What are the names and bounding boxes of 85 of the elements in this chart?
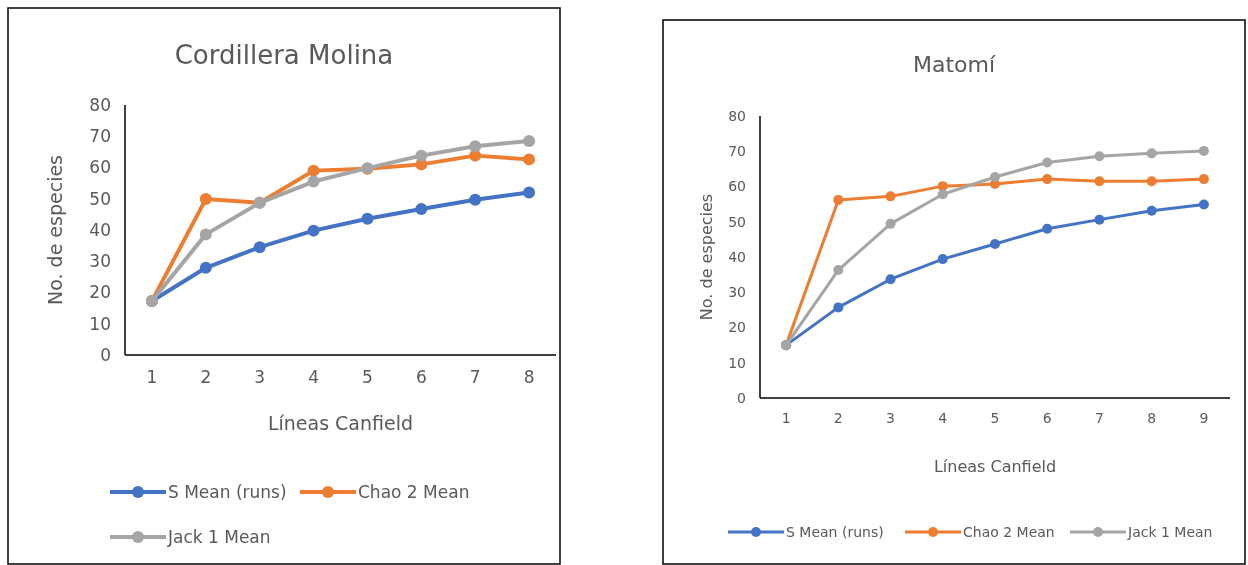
x-axis-title: Líneas Canfield <box>267 412 414 434</box>
x-tick-label: 9 <box>1199 410 1209 427</box>
y-tick-label: 40 <box>728 248 746 265</box>
x-tick-label: 3 <box>886 410 896 427</box>
x-tick-label: 8 <box>1147 410 1157 427</box>
x-tick-label: 8 <box>523 366 535 387</box>
x-tick-label: 2 <box>200 366 212 387</box>
x-tick-label: 6 <box>415 366 427 387</box>
legend-label: Chao 2 Mean <box>358 481 470 502</box>
point <box>885 191 896 202</box>
y-tick-label: 20 <box>89 282 111 303</box>
y-tick-label: 10 <box>89 313 111 334</box>
point <box>253 241 266 254</box>
y-tick-label: 80 <box>728 107 746 124</box>
point <box>937 254 948 265</box>
y-tick-label: 0 <box>737 389 746 406</box>
point <box>1042 157 1053 168</box>
point <box>523 186 536 199</box>
x-tick-label: 2 <box>833 410 843 427</box>
point <box>1146 176 1157 187</box>
x-tick-label: 1 <box>781 410 791 427</box>
y-tick-label: 70 <box>89 126 111 147</box>
x-tick-label: 3 <box>254 366 266 387</box>
point <box>937 181 948 192</box>
y-tick-label: 60 <box>89 157 111 178</box>
x-axis-title: Líneas Canfield <box>933 457 1057 476</box>
y-tick-label: 30 <box>728 284 746 301</box>
point <box>199 193 212 206</box>
point <box>469 140 482 153</box>
y-tick-label: 80 <box>89 94 111 115</box>
point <box>1094 214 1105 225</box>
point <box>1198 145 1209 156</box>
point <box>307 175 320 188</box>
legend-label: Jack 1 Mean <box>1127 523 1213 540</box>
point <box>523 153 536 166</box>
chart-title: Cordillera Molina <box>174 40 394 70</box>
x-tick-label: 5 <box>362 366 373 387</box>
point <box>1042 174 1053 185</box>
x-tick-label: 7 <box>469 366 481 387</box>
point <box>833 265 844 276</box>
y-tick-label: 40 <box>89 219 111 240</box>
legend-label: Jack 1 Mean <box>167 526 271 547</box>
y-axis-title: No. de especies <box>44 154 66 306</box>
y-axis-title: No. de especies <box>697 193 716 321</box>
x-tick-label: 4 <box>938 410 948 427</box>
point <box>1198 199 1209 210</box>
y-tick-label: 60 <box>728 178 746 195</box>
point <box>361 212 374 225</box>
point <box>833 194 844 205</box>
point <box>199 228 212 241</box>
point <box>307 224 320 237</box>
point <box>1146 148 1157 159</box>
y-tick-label: 50 <box>89 188 111 209</box>
legend-label: Chao 2 Mean <box>963 523 1055 540</box>
point <box>990 171 1000 182</box>
point <box>1198 174 1209 185</box>
point <box>1042 223 1053 234</box>
point <box>1146 205 1157 216</box>
point <box>415 149 428 162</box>
point <box>1094 151 1105 162</box>
x-tick-label: 1 <box>146 366 158 387</box>
legend-label: S Mean (runs) <box>168 481 287 502</box>
point <box>937 189 948 200</box>
point <box>1094 176 1105 187</box>
point <box>990 238 1000 249</box>
y-tick-label: 70 <box>728 143 746 160</box>
point <box>523 134 536 147</box>
x-tick-label: 6 <box>1042 410 1052 427</box>
chart-title: Matomí <box>912 52 996 77</box>
legend-label: S Mean (runs) <box>786 523 884 540</box>
y-tick-label: 0 <box>100 344 111 365</box>
point <box>885 274 896 285</box>
point <box>885 218 896 229</box>
y-tick-label: 50 <box>728 213 746 230</box>
x-tick-label: 7 <box>1094 410 1104 427</box>
x-tick-label: 5 <box>990 410 1000 427</box>
point <box>833 302 844 313</box>
x-tick-label: 4 <box>308 366 319 387</box>
y-tick-label: 20 <box>728 319 746 336</box>
point <box>469 193 482 206</box>
y-tick-label: 10 <box>728 354 746 371</box>
y-tick-label: 30 <box>89 251 111 272</box>
point <box>307 164 320 177</box>
point <box>199 261 212 274</box>
point <box>415 203 428 216</box>
